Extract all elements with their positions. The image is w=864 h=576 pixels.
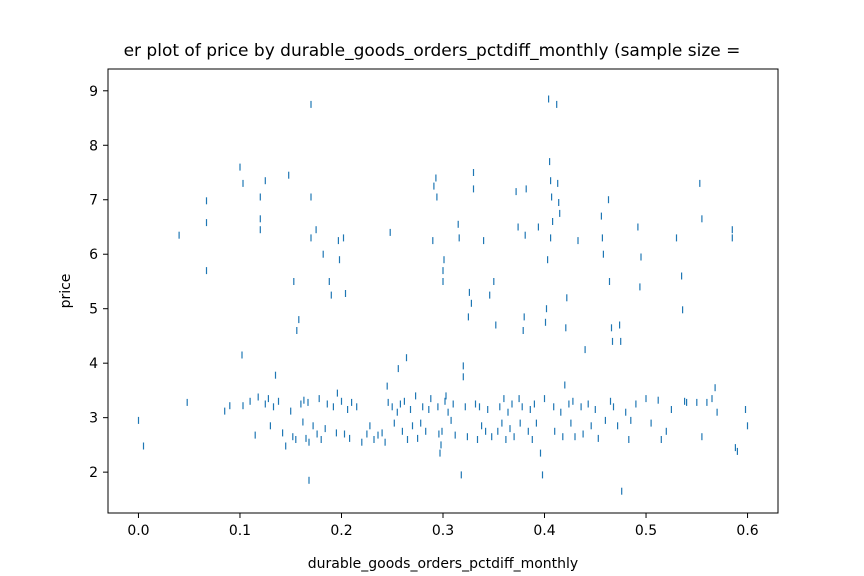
y-tick-label: 2 <box>89 465 98 481</box>
y-tick-label: 3 <box>89 411 98 427</box>
y-tick-label: 6 <box>89 247 98 263</box>
x-axis: 0.0 0.1 0.2 0.3 0.4 0.5 0.6 <box>127 513 759 539</box>
y-tick-label: 5 <box>89 302 98 318</box>
plot-area <box>137 95 749 495</box>
y-tick-label: 8 <box>89 138 98 154</box>
y-tick-label: 4 <box>89 356 98 372</box>
x-tick-label: 0.1 <box>229 523 251 539</box>
x-tick-label: 0.6 <box>736 523 758 539</box>
x-tick-label: 0.2 <box>330 523 352 539</box>
y-axis-label: price <box>58 274 74 309</box>
y-tick-label: 7 <box>89 193 98 209</box>
chart-title: er plot of price by durable_goods_orders… <box>124 41 741 61</box>
x-tick-label: 0.3 <box>432 523 454 539</box>
x-tick-label: 0.5 <box>635 523 657 539</box>
x-axis-label: durable_goods_orders_pctdiff_monthly <box>308 556 578 572</box>
x-tick-label: 0.4 <box>533 523 555 539</box>
y-tick-label: 9 <box>89 84 98 100</box>
y-axis: 2 3 4 5 6 7 8 9 <box>89 84 108 481</box>
axes-frame <box>107 68 779 514</box>
x-tick-label: 0.0 <box>127 523 149 539</box>
